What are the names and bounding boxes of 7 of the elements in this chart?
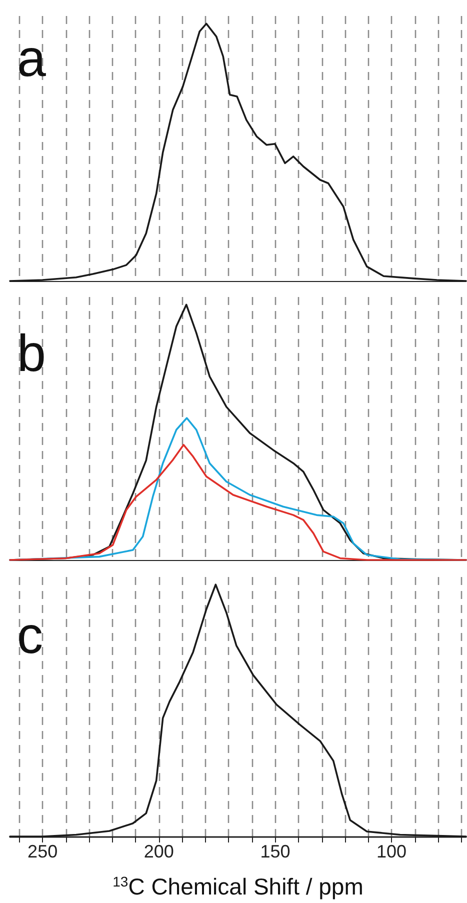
x-tick-label: 100 [376, 842, 407, 862]
x-tick-label: 150 [260, 842, 290, 862]
chart-title: c [17, 607, 43, 665]
chart-title: a [17, 30, 46, 88]
chart-title: b [17, 325, 46, 383]
x-tick-label: 200 [144, 842, 174, 862]
x-tick-label: 250 [28, 842, 58, 862]
